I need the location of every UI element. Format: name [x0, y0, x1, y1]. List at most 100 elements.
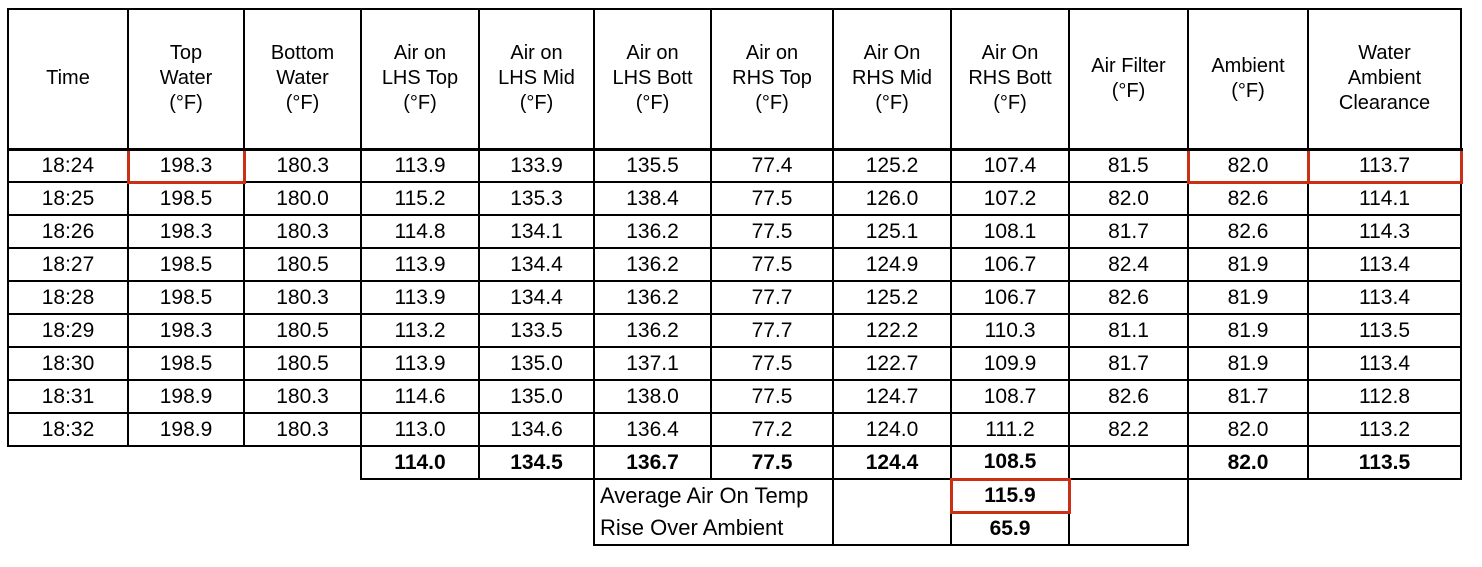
ambient-cell: 82.6 [1187, 181, 1309, 216]
table-row: 18:26 198.3 180.3 114.8 134.1 136.2 77.5… [7, 214, 1462, 249]
average-air-on-temp-row: Average Air On Temp 115.9 [8, 477, 1461, 514]
table-row: 18:24 198.3 180.3 113.9 133.9 135.5 77.4… [7, 147, 1463, 184]
ambient-cell: 81.9 [1187, 313, 1309, 348]
water-ambient-clearance-cell: 113.4 [1307, 247, 1462, 282]
bottom-water-cell: 180.3 [243, 412, 362, 447]
air-on-rhs-bott-cell: 107.4 [950, 148, 1070, 183]
air-on-lhs-mid-cell: 135.0 [478, 346, 595, 381]
air-on-rhs-top-cell: 77.7 [710, 313, 834, 348]
air-on-rhs-bott-cell: 111.2 [950, 412, 1070, 447]
avg-air-on-rhs-top: 77.5 [710, 445, 834, 480]
avg-air-on-lhs-bott: 136.7 [593, 445, 712, 480]
air-on-lhs-mid-cell: 134.6 [478, 412, 595, 447]
air-on-lhs-top-cell: 113.9 [360, 148, 480, 183]
table-row: 18:31 198.9 180.3 114.6 135.0 138.0 77.5… [7, 379, 1462, 414]
air-on-lhs-mid-cell: 134.4 [478, 280, 595, 315]
average-air-on-temp-value: 115.9 [949, 477, 1071, 514]
spacer-cell [8, 479, 594, 512]
air-on-rhs-mid-cell: 124.7 [832, 379, 952, 414]
air-on-rhs-top-cell: 77.5 [710, 247, 834, 282]
air-filter-cell: 82.6 [1068, 280, 1189, 315]
col-header-air-filter: Air Filter (°F) [1068, 8, 1189, 151]
spacer-cell [8, 512, 594, 545]
table-row: 18:30 198.5 180.5 113.9 135.0 137.1 77.5… [7, 346, 1462, 381]
air-on-rhs-top-cell: 77.5 [710, 181, 834, 216]
averages-row: 114.0 134.5 136.7 77.5 124.4 108.5 82.0 … [8, 445, 1462, 480]
col-header-bottom-water: Bottom Water (°F) [243, 8, 362, 151]
top-water-cell: 198.3 [127, 214, 245, 249]
spacer-cell [1188, 512, 1461, 545]
top-water-cell: 198.5 [127, 346, 245, 381]
empty-cell [1068, 512, 1189, 546]
air-on-rhs-mid-cell: 125.2 [832, 148, 952, 183]
air-on-rhs-mid-cell: 125.2 [832, 280, 952, 315]
air-on-rhs-bott-cell: 108.7 [950, 379, 1070, 414]
air-on-rhs-mid-cell: 124.0 [832, 412, 952, 447]
air-on-rhs-bott-cell: 108.1 [950, 214, 1070, 249]
air-on-lhs-top-cell: 114.6 [360, 379, 480, 414]
average-air-on-temp-label: Average Air On Temp [593, 478, 834, 512]
air-on-rhs-top-cell: 77.5 [710, 346, 834, 381]
avg-air-on-lhs-mid: 134.5 [478, 445, 595, 480]
bottom-water-cell: 180.3 [243, 379, 362, 414]
water-ambient-clearance-cell: 114.1 [1307, 181, 1462, 216]
spacer-cell [8, 446, 361, 479]
empty-cell [832, 478, 952, 512]
temperature-log-table-container: Time Top Water (°F) Bottom Water (°F) Ai… [7, 8, 1463, 546]
col-header-time: Time [7, 8, 129, 151]
ambient-cell: 81.9 [1187, 247, 1309, 282]
col-header-air-on-rhs-top: Air on RHS Top (°F) [710, 8, 834, 151]
col-header-air-on-lhs-top: Air on LHS Top (°F) [360, 8, 480, 151]
water-ambient-clearance-cell: 114.3 [1307, 214, 1462, 249]
ambient-cell: 81.9 [1187, 346, 1309, 381]
data-rows: 18:24 198.3 180.3 113.9 133.9 135.5 77.4… [7, 147, 1463, 447]
air-filter-cell: 81.7 [1068, 346, 1189, 381]
ambient-cell: 82.0 [1187, 412, 1309, 447]
summary-section: 114.0 134.5 136.7 77.5 124.4 108.5 82.0 … [8, 445, 1462, 546]
air-on-rhs-bott-cell: 107.2 [950, 181, 1070, 216]
rise-over-ambient-label: Rise Over Ambient [593, 512, 834, 546]
air-on-lhs-mid-cell: 135.0 [478, 379, 595, 414]
bottom-water-cell: 180.3 [243, 148, 362, 183]
table-header: Time Top Water (°F) Bottom Water (°F) Ai… [7, 8, 1462, 151]
ambient-cell: 82.6 [1187, 214, 1309, 249]
air-on-lhs-bott-cell: 136.4 [593, 412, 712, 447]
air-on-lhs-bott-cell: 136.2 [593, 247, 712, 282]
top-water-cell: 198.5 [127, 247, 245, 282]
air-on-lhs-top-cell: 113.9 [360, 247, 480, 282]
col-header-air-on-lhs-bott: Air on LHS Bott (°F) [593, 8, 712, 151]
col-header-air-on-lhs-mid: Air on LHS Mid (°F) [478, 8, 595, 151]
spacer-cell [1188, 479, 1461, 512]
time-cell: 18:32 [7, 412, 129, 447]
bottom-water-cell: 180.3 [243, 214, 362, 249]
air-on-rhs-mid-cell: 124.9 [832, 247, 952, 282]
header-row: Time Top Water (°F) Bottom Water (°F) Ai… [7, 8, 1462, 151]
top-water-cell: 198.9 [127, 412, 245, 447]
time-cell: 18:24 [7, 148, 129, 183]
avg-water-ambient-clearance: 113.5 [1307, 445, 1462, 480]
water-ambient-clearance-cell: 113.4 [1307, 280, 1462, 315]
air-filter-cell: 82.2 [1068, 412, 1189, 447]
top-water-cell: 198.3 [126, 147, 246, 184]
air-on-rhs-top-cell: 77.5 [710, 379, 834, 414]
bottom-water-cell: 180.0 [243, 181, 362, 216]
avg-air-on-rhs-mid: 124.4 [832, 445, 952, 480]
air-on-rhs-bott-cell: 106.7 [950, 280, 1070, 315]
air-on-lhs-bott-cell: 137.1 [593, 346, 712, 381]
avg-air-on-lhs-top: 114.0 [360, 445, 480, 480]
air-on-rhs-bott-cell: 109.9 [950, 346, 1070, 381]
air-on-lhs-mid-cell: 134.1 [478, 214, 595, 249]
table-row: 18:32 198.9 180.3 113.0 134.6 136.4 77.2… [7, 412, 1462, 447]
table-row: 18:25 198.5 180.0 115.2 135.3 138.4 77.5… [7, 181, 1462, 216]
time-cell: 18:30 [7, 346, 129, 381]
air-on-rhs-top-cell: 77.4 [710, 148, 834, 183]
air-on-rhs-top-cell: 77.7 [710, 280, 834, 315]
rise-over-ambient-value: 65.9 [950, 512, 1070, 546]
air-on-lhs-top-cell: 114.8 [360, 214, 480, 249]
air-on-lhs-mid-cell: 133.5 [478, 313, 595, 348]
air-filter-cell: 81.1 [1068, 313, 1189, 348]
time-cell: 18:28 [7, 280, 129, 315]
air-on-rhs-mid-cell: 125.1 [832, 214, 952, 249]
air-on-lhs-bott-cell: 136.2 [593, 313, 712, 348]
temperature-log-table: Time Top Water (°F) Bottom Water (°F) Ai… [7, 8, 1463, 546]
